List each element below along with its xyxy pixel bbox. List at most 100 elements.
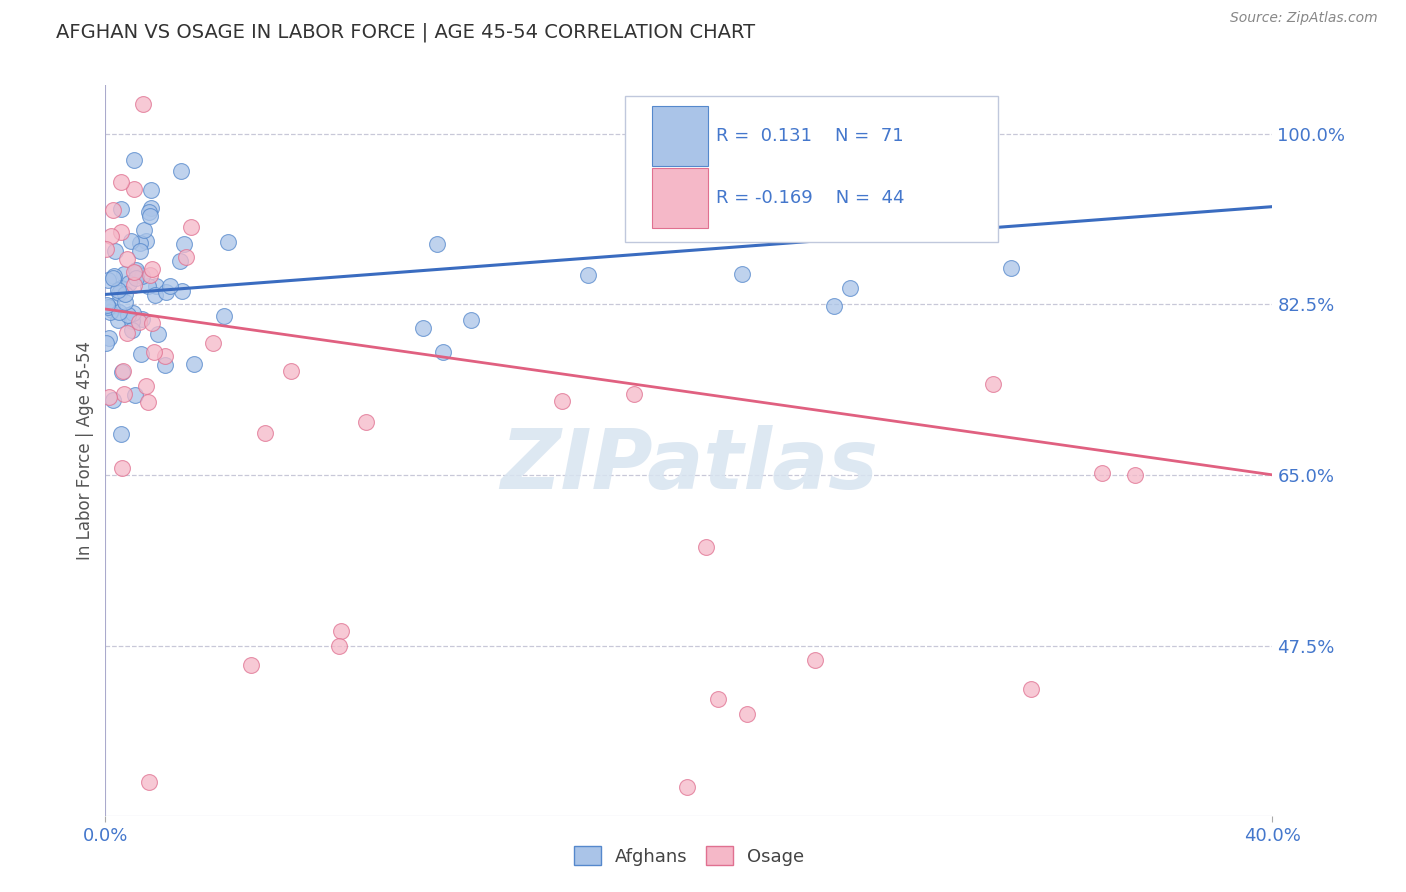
Point: [107, 313, 129, 327]
Point: [132, 223, 155, 237]
Point: [101, 299, 124, 313]
Point: [139, 268, 162, 282]
Point: [110, 281, 132, 295]
Point: [706, 692, 728, 706]
Text: R =  0.131    N =  71: R = 0.131 N = 71: [716, 127, 904, 145]
Point: [124, 388, 146, 402]
Point: [623, 387, 645, 401]
Point: [122, 278, 145, 293]
Point: [97, 273, 120, 287]
Point: [1123, 467, 1146, 482]
Point: [329, 624, 352, 638]
Point: [100, 229, 122, 244]
Point: [107, 286, 129, 301]
Point: [804, 653, 827, 667]
Point: [127, 266, 149, 280]
Point: [173, 237, 195, 252]
Point: [125, 271, 148, 285]
Point: [839, 281, 862, 295]
Point: [97, 300, 120, 314]
Point: [98, 304, 121, 318]
Point: [114, 294, 136, 309]
Point: [1019, 682, 1042, 697]
Point: [139, 183, 162, 197]
Point: [101, 270, 124, 285]
Point: [141, 316, 163, 330]
Point: [139, 209, 162, 223]
Point: [328, 639, 350, 653]
Point: [135, 235, 157, 249]
Point: [745, 155, 768, 169]
Point: [212, 309, 235, 323]
Point: [107, 283, 129, 297]
Point: [121, 306, 143, 320]
Point: [104, 244, 127, 259]
Point: [120, 234, 142, 248]
Point: [174, 251, 197, 265]
Point: [122, 153, 145, 168]
Point: [108, 305, 131, 319]
Y-axis label: In Labor Force | Age 45-54: In Labor Force | Age 45-54: [76, 341, 94, 560]
Point: [101, 302, 124, 317]
Point: [143, 345, 166, 359]
Point: [111, 365, 134, 379]
Point: [155, 285, 177, 299]
Point: [141, 202, 163, 216]
Point: [217, 235, 239, 249]
Point: [121, 314, 143, 328]
Point: [112, 267, 135, 281]
Point: [976, 216, 998, 230]
Point: [114, 287, 136, 301]
Point: [128, 235, 150, 250]
Point: [129, 244, 152, 259]
Point: [240, 658, 263, 673]
Point: [121, 323, 143, 337]
Point: [110, 202, 132, 217]
Point: [131, 268, 153, 283]
Point: [136, 279, 159, 293]
Point: [111, 461, 134, 475]
Point: [110, 225, 132, 239]
Point: [737, 706, 759, 721]
Point: [103, 269, 125, 284]
Point: [111, 364, 134, 378]
Point: [676, 780, 699, 794]
Point: [138, 775, 160, 789]
Point: [695, 540, 717, 554]
Point: [551, 394, 574, 409]
Point: [101, 203, 124, 218]
Point: [201, 335, 224, 350]
Point: [180, 220, 202, 235]
Point: [412, 320, 434, 334]
Point: [117, 277, 139, 291]
Point: [172, 284, 194, 298]
Point: [981, 376, 1004, 391]
Point: [145, 279, 167, 293]
Point: [94, 336, 117, 351]
Point: [115, 326, 138, 340]
Point: [115, 252, 138, 266]
Point: [354, 415, 377, 429]
Point: [101, 393, 124, 408]
Point: [170, 164, 193, 178]
Point: [153, 358, 176, 372]
Point: [135, 379, 157, 393]
Point: [426, 237, 449, 252]
Point: [1091, 467, 1114, 481]
Point: [576, 268, 599, 283]
Point: [138, 205, 160, 219]
Legend: Afghans, Osage: Afghans, Osage: [567, 839, 811, 873]
Text: R = -0.169    N =  44: R = -0.169 N = 44: [716, 189, 904, 207]
Text: ZIPatlas: ZIPatlas: [501, 425, 877, 506]
Point: [96, 297, 118, 311]
Text: Source: ZipAtlas.com: Source: ZipAtlas.com: [1230, 11, 1378, 25]
FancyBboxPatch shape: [624, 95, 998, 242]
FancyBboxPatch shape: [651, 106, 707, 166]
Point: [129, 347, 152, 361]
Point: [125, 263, 148, 277]
Point: [110, 175, 132, 189]
Point: [460, 313, 482, 327]
Point: [98, 330, 121, 344]
Point: [823, 299, 845, 313]
Point: [143, 287, 166, 301]
